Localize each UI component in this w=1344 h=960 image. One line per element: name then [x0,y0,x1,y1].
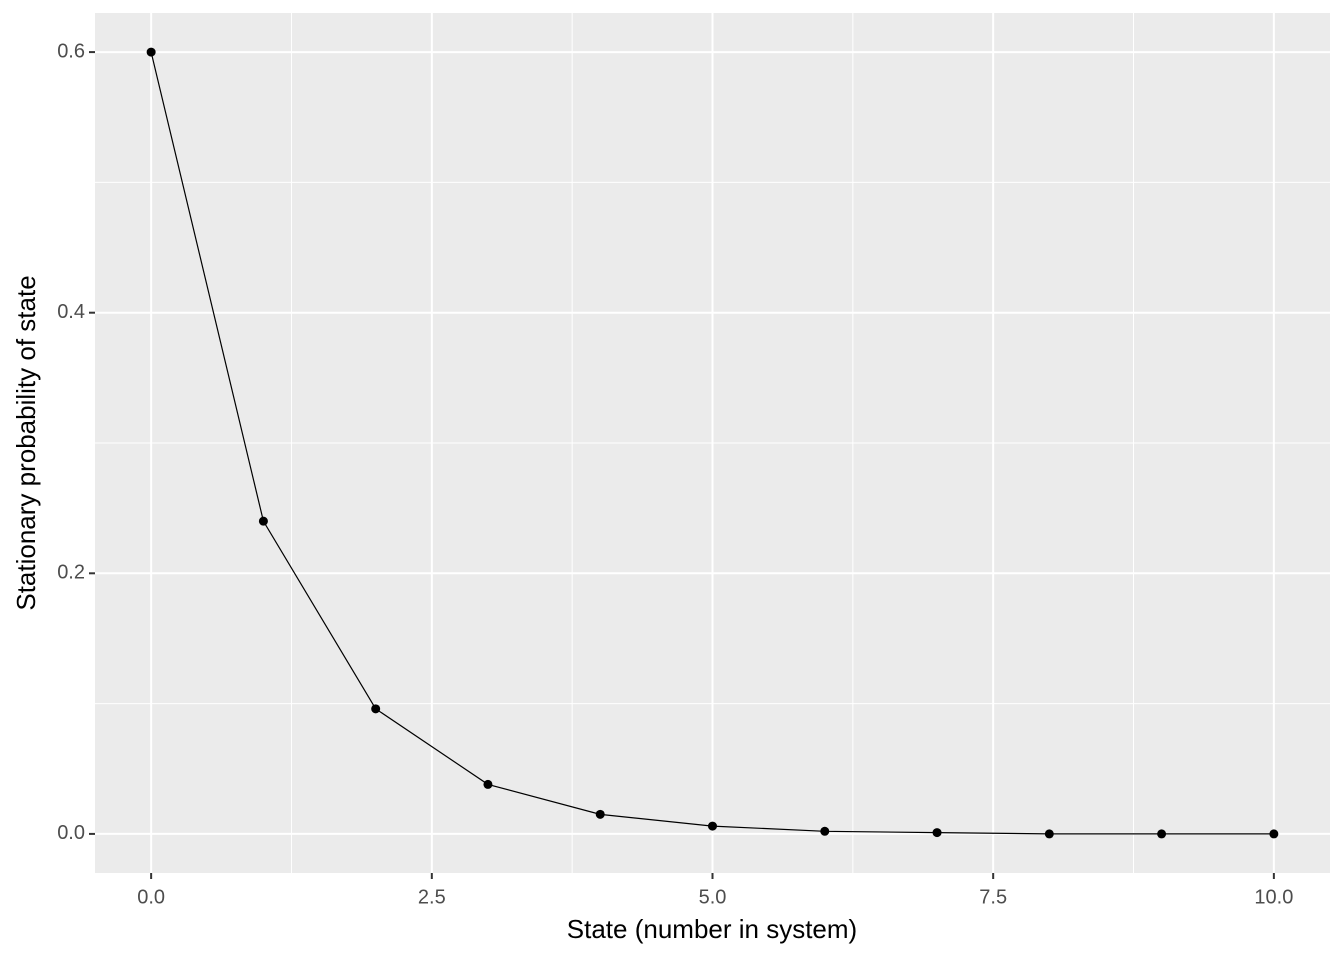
y-tick-label: 0.4 [57,301,85,323]
x-axis-title: State (number in system) [567,914,857,944]
x-tick-label: 5.0 [699,886,727,908]
point [820,826,830,836]
y-tick-label: 0.6 [57,40,85,62]
x-tick-label: 7.5 [979,886,1007,908]
point [371,704,381,714]
point [483,779,493,789]
point [146,47,156,57]
point [1269,829,1279,839]
point [1044,829,1054,839]
point [258,516,268,526]
y-axis-title: Stationary probability of state [11,275,41,610]
x-tick-label: 2.5 [418,886,446,908]
point [1157,829,1167,839]
y-tick-label: 0.2 [57,562,85,584]
point [595,809,605,819]
x-tick-label: 0.0 [137,886,165,908]
point [708,821,717,831]
point [932,828,942,838]
x-tick-label: 10.0 [1254,886,1293,908]
y-tick-label: 0.0 [57,822,85,844]
